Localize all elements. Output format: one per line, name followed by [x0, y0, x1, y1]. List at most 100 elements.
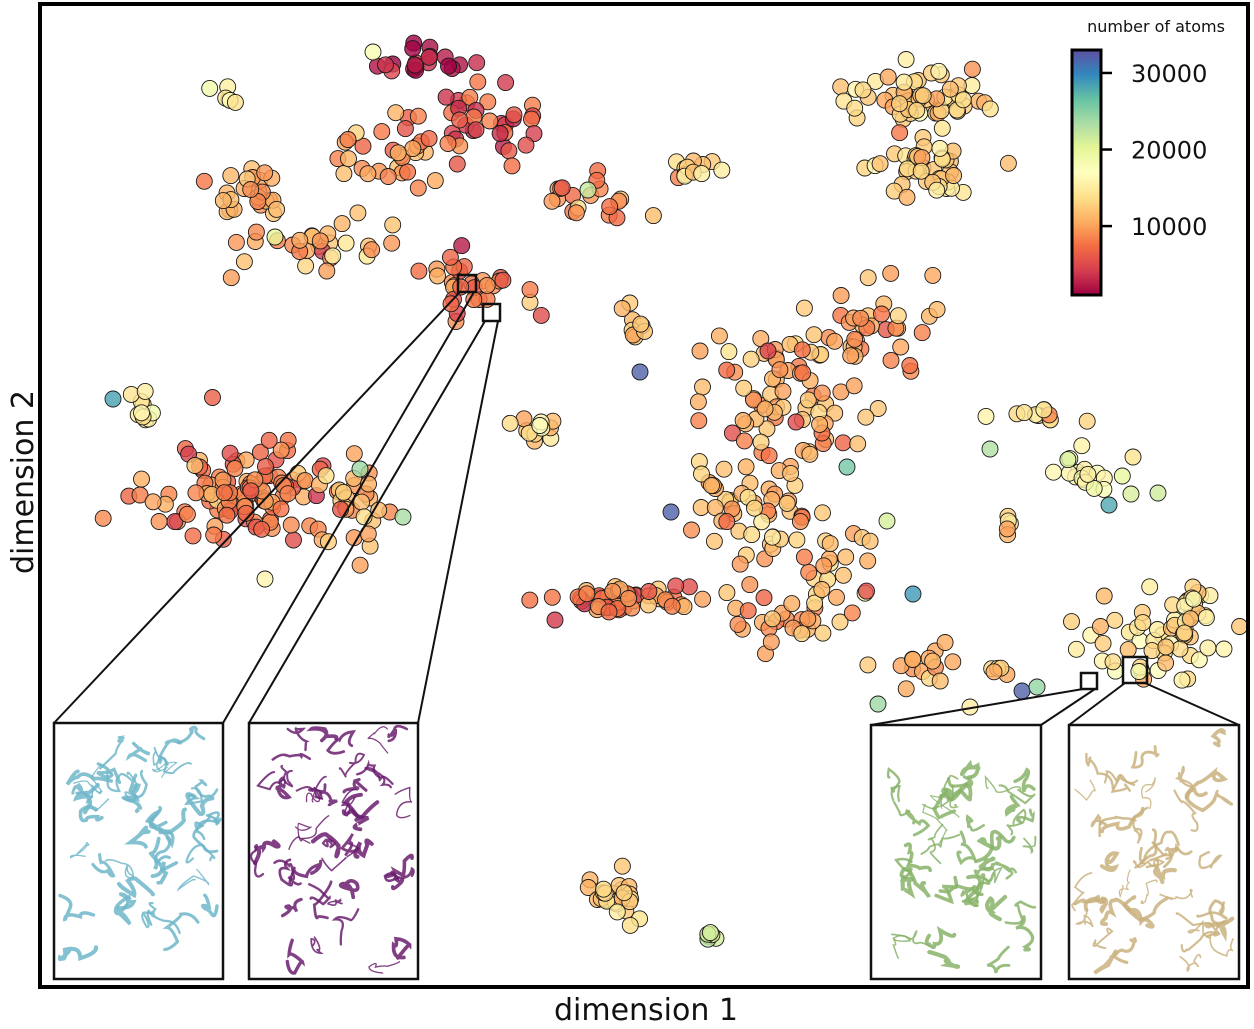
scatter-point	[410, 262, 428, 280]
scatter-point	[1079, 465, 1097, 483]
scatter-point	[1113, 467, 1131, 485]
ribbon-segment	[96, 762, 122, 785]
scatter-point	[878, 512, 896, 530]
scatter-point	[420, 48, 438, 66]
scatter-point	[354, 137, 372, 155]
scatter-point	[828, 588, 845, 606]
inset-connector-line	[417, 320, 499, 724]
ribbon-segment	[956, 830, 978, 866]
scatter-point	[901, 357, 919, 374]
inset-connector-line	[1068, 682, 1126, 726]
scatter-point	[1013, 682, 1031, 700]
ribbon-segment	[1209, 933, 1234, 958]
scatter-point	[1185, 590, 1203, 608]
ribbon-segment	[394, 786, 413, 819]
ribbon-segment	[141, 901, 157, 929]
scatter-point	[296, 472, 314, 490]
scatter-point	[826, 332, 844, 350]
scatter-point	[924, 652, 942, 670]
scatter-point	[805, 326, 823, 344]
ribbon-segment	[927, 950, 961, 969]
scatter-point	[1085, 479, 1103, 497]
scatter-point	[930, 62, 948, 80]
scatter-point	[204, 389, 221, 406]
scatter-point	[409, 179, 427, 197]
scatter-point	[729, 615, 747, 633]
ribbon-segment	[91, 852, 116, 878]
ribbon-segment	[321, 838, 336, 849]
ribbon-segment	[338, 752, 366, 778]
ribbon-segment	[886, 766, 901, 793]
ribbon-segment	[1140, 879, 1158, 904]
scatter-point	[615, 884, 633, 902]
inset-connectors	[53, 291, 1240, 726]
scatter-point	[467, 121, 485, 139]
scatter-point	[737, 458, 755, 476]
scatter-point	[521, 591, 539, 609]
ribbon-segment	[391, 936, 412, 960]
ribbon-segment	[1130, 745, 1160, 769]
ribbon-segment	[152, 751, 163, 771]
ribbon-segment	[339, 833, 360, 856]
scatter-point	[317, 467, 335, 485]
ribbon-segment	[1204, 916, 1235, 942]
scatter-point	[420, 130, 438, 148]
scatter-point	[324, 247, 342, 265]
ribbon-segment	[924, 925, 957, 950]
scatter-point	[235, 253, 253, 271]
scatter-point	[505, 106, 523, 124]
ribbon-segment	[961, 873, 992, 903]
inset-connector-line	[1040, 688, 1096, 726]
scatter-point	[272, 500, 290, 518]
scatter-point	[437, 88, 455, 106]
ribbon-segment	[275, 776, 292, 800]
ribbon-segment	[176, 868, 210, 892]
scatter-point	[741, 576, 759, 594]
ribbon-segment	[307, 775, 327, 800]
scatter-point	[981, 100, 999, 118]
scatter-point	[1157, 638, 1175, 656]
scatter-point	[861, 532, 879, 550]
scatter-point	[783, 595, 801, 613]
ribbon-segment	[364, 766, 392, 789]
scatter-point	[791, 513, 809, 530]
scatter-point	[613, 300, 631, 317]
scatter-point	[846, 99, 864, 117]
scatter-point	[279, 485, 297, 503]
ribbon-segment	[116, 892, 137, 910]
scatter-point	[683, 521, 700, 539]
ribbon-segment	[986, 945, 1011, 974]
scatter-point	[735, 379, 753, 397]
scatter-point	[131, 486, 149, 504]
scatter-point	[814, 504, 831, 522]
scatter-point	[897, 680, 915, 698]
scatter-point	[440, 57, 457, 75]
scatter-point	[442, 295, 460, 313]
structure-insets	[52, 721, 1241, 981]
scatter-point	[763, 528, 781, 546]
scatter-point	[94, 509, 112, 527]
ribbon-segment	[959, 759, 981, 780]
scatter-point	[451, 111, 469, 129]
scatter-point	[553, 179, 571, 197]
colorbar-title: number of atoms	[1087, 17, 1225, 36]
scatter-point	[663, 597, 681, 615]
scatter-point	[621, 916, 639, 934]
scatter-point	[311, 232, 329, 250]
y-axis-label: dimension 2	[6, 390, 41, 574]
ribbon-segment	[72, 782, 100, 815]
ribbon-segment	[1074, 779, 1096, 802]
ribbon-segment	[922, 803, 948, 846]
inset-structure-1	[52, 721, 225, 981]
scatter-point	[632, 315, 650, 333]
scatter-point	[739, 602, 757, 620]
ribbon-segment	[57, 945, 99, 962]
ribbon-segment	[1198, 851, 1223, 870]
scatter-point	[734, 412, 752, 429]
scatter-point	[710, 327, 728, 345]
scatter-point	[122, 385, 140, 403]
ribbon-segment	[271, 752, 312, 761]
ribbon-segment	[1022, 835, 1037, 855]
scatter-point	[787, 413, 805, 431]
